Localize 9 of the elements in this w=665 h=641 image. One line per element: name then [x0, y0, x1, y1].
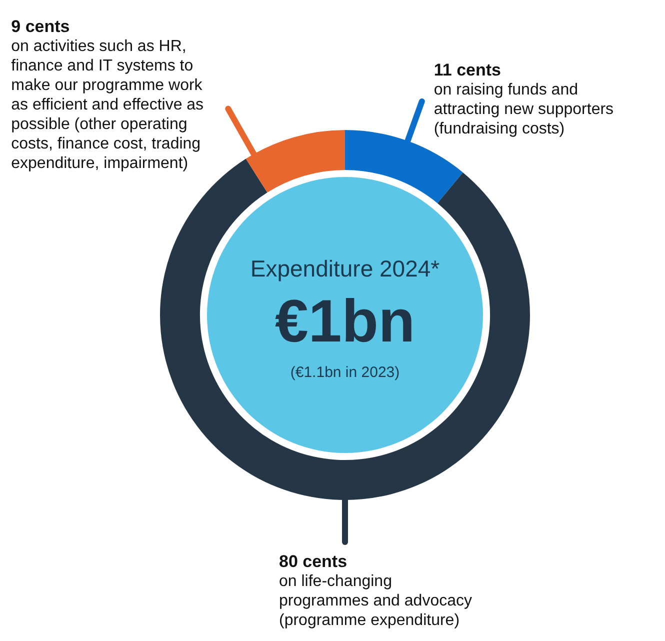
slice-label: on activities such as HR, finance and IT systems to make our programme work as efficient and effective as possible (other operating costs, finance cost, trading expenditure, impairment) — [11, 38, 204, 172]
data-label: 80 cents — [279, 552, 348, 572]
text: Expenditure 2024* — [250, 255, 440, 282]
slice-label: on life-changing programmes and advocacy (programme expenditure) — [279, 572, 472, 629]
text: (€1.1bn in 2023) — [290, 364, 400, 382]
data-label: 9 cents — [11, 17, 70, 36]
data-label: 11 cents — [434, 60, 502, 80]
text: €1bn — [274, 288, 416, 355]
slice-label: on raising funds and attracting new supporters (fundraising costs) — [434, 81, 614, 138]
